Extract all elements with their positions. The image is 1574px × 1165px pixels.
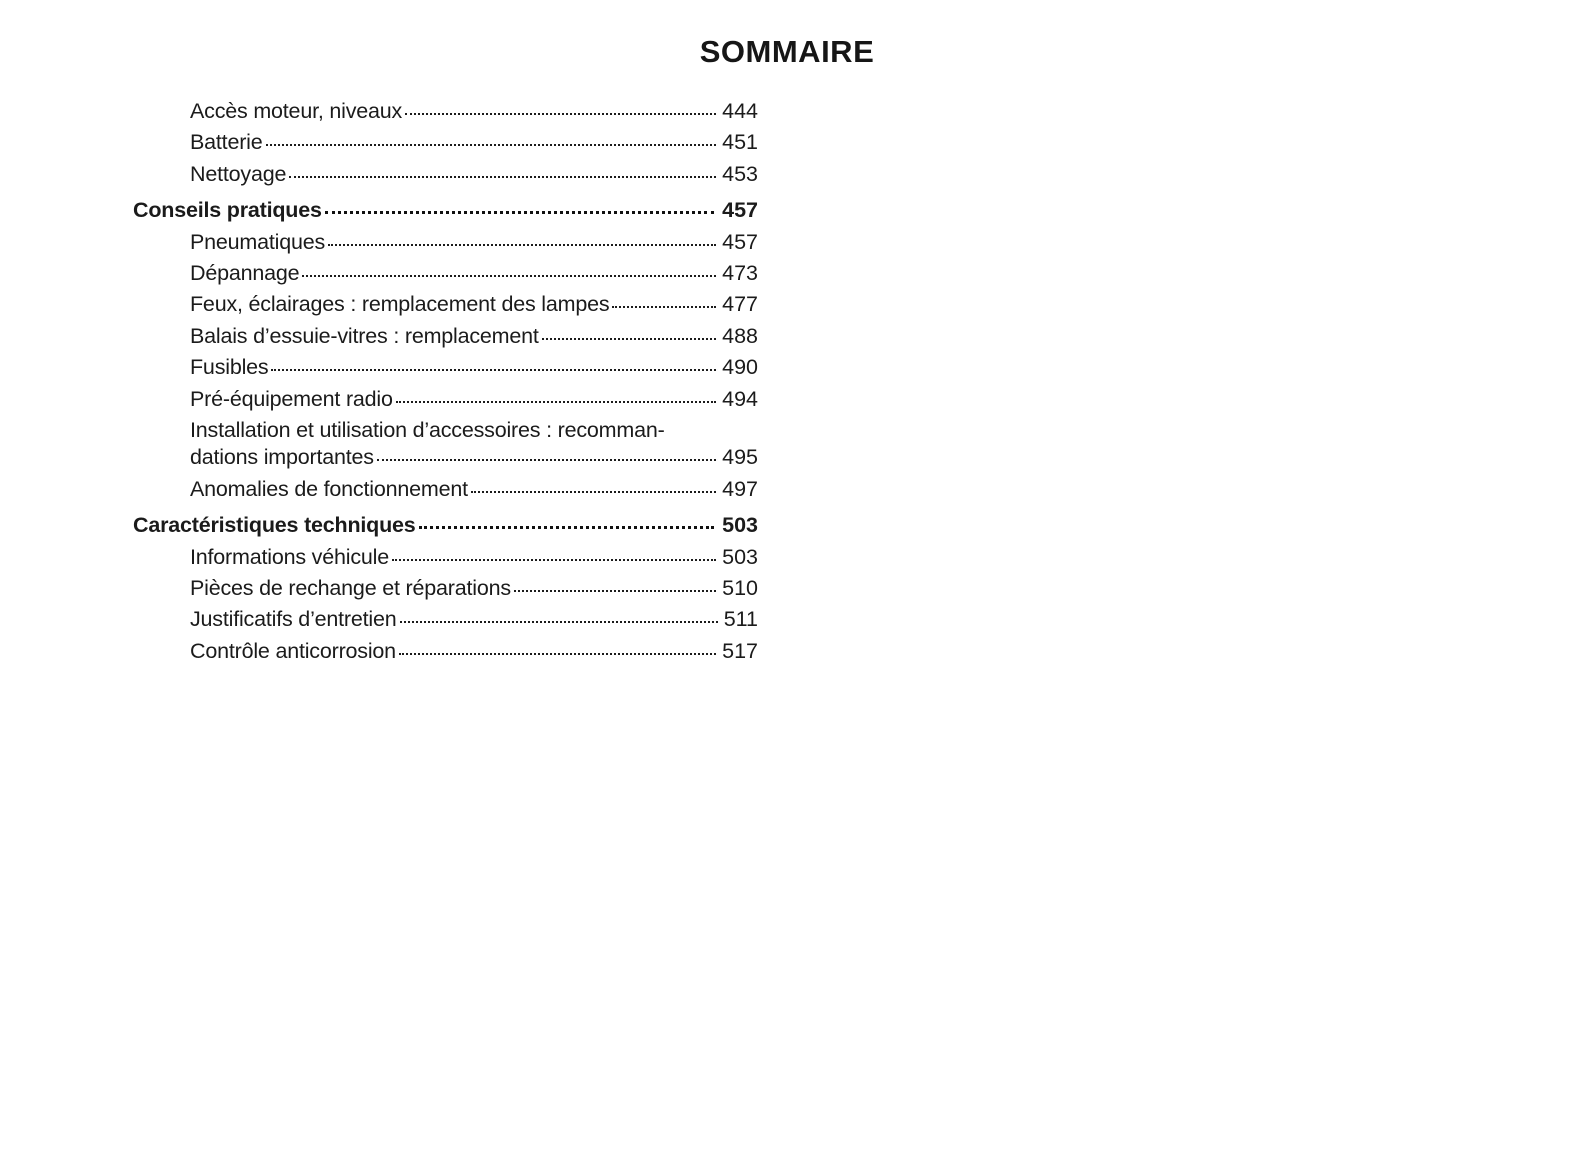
toc-page-number: 503	[722, 544, 758, 569]
toc-entry-line: Contrôle anticorrosion 517	[190, 638, 758, 672]
toc-sub-entry: Anomalies de fonctionnement 497	[133, 476, 758, 510]
toc-entry-line: Feux, éclairages : remplacement des lamp…	[190, 294, 758, 325]
table-of-contents: Accès moteur, niveaux 444 Batterie 451 Netto…	[133, 99, 758, 672]
toc-entry-line: Balais d’essuie-vitres : remplacement 488	[190, 323, 758, 357]
toc-entry-label: Anomalies de fonctionnement	[190, 476, 468, 501]
dot-leader	[470, 490, 717, 493]
toc-page-number: 453	[722, 161, 758, 186]
toc-page-number: 444	[722, 99, 758, 123]
toc-page-number: 503	[722, 513, 758, 538]
toc-entry-label: Installation et utilisation d’accessoire…	[190, 417, 665, 442]
dot-leader	[391, 558, 717, 561]
toc-sub-entry: Pièces de rechange et réparations 510	[133, 575, 758, 609]
toc-sub-entry: Accès moteur, niveaux 444	[133, 99, 758, 132]
toc-sub-entry: Contrôle anticorrosion 517	[133, 638, 758, 672]
toc-entry-label: Balais d’essuie-vitres : remplacement	[190, 323, 539, 348]
toc-sub-entry: Pneumatiques 457	[133, 229, 758, 263]
toc-page-number: 490	[722, 355, 758, 380]
toc-section-entry: Conseils pratiques 457	[133, 200, 758, 231]
toc-entry-label: Feux, éclairages : remplacement des lamp…	[190, 292, 610, 317]
toc-page-number: 497	[722, 476, 758, 501]
dot-leader	[324, 211, 715, 215]
toc-entry-line: Accès moteur, niveaux 444	[190, 99, 758, 132]
toc-sub-entry: Pré-équipement radio 494	[133, 386, 758, 420]
toc-entry-line: Conseils pratiques 457	[133, 200, 758, 231]
toc-sub-entry: Informations véhicule 503	[133, 544, 758, 578]
dot-leader	[328, 243, 717, 246]
dot-leader	[418, 526, 715, 530]
dot-leader	[265, 144, 717, 147]
toc-entry-label: Caractéristiques techniques	[133, 513, 416, 538]
toc-entry-label: Justificatifs d’entretien	[190, 607, 397, 632]
toc-entry-line: Dépannage 473	[190, 260, 758, 294]
toc-sub-entry: Justificatifs d’entretien 511	[133, 609, 758, 640]
toc-entry-line: dations importantes 495	[190, 447, 758, 478]
dot-leader	[302, 274, 717, 277]
toc-page-number: 494	[722, 386, 758, 411]
toc-page-number: 477	[722, 292, 758, 317]
toc-entry-line: Fusibles 490	[190, 357, 758, 388]
toc-entry-label: Pneumatiques	[190, 229, 326, 254]
toc-entry-line: Informations véhicule 503	[190, 544, 758, 578]
dot-leader	[395, 400, 717, 403]
toc-entry-line: Pièces de rechange et réparations 510	[190, 575, 758, 609]
toc-page-number: 457	[722, 229, 758, 254]
toc-entry-line: Batterie 451	[190, 132, 758, 163]
toc-entry-label: Contrôle anticorrosion	[190, 638, 396, 663]
toc-entry-label: Dépannage	[190, 260, 300, 285]
dot-leader	[398, 652, 717, 655]
toc-entry-label: Batterie	[190, 130, 263, 155]
toc-page-number: 473	[722, 260, 758, 285]
toc-entry-line: Justificatifs d’entretien 511	[190, 609, 758, 640]
page-title: SOMMAIRE	[699, 34, 875, 69]
toc-entry-label: Nettoyage	[190, 161, 287, 186]
dot-leader	[399, 621, 718, 624]
toc-entry-label: Pièces de rechange et réparations	[190, 575, 511, 600]
toc-entry-line: Installation et utilisation d’accessoire…	[190, 417, 758, 448]
toc-sub-entry: Batterie 451	[133, 132, 758, 163]
dot-leader	[612, 306, 717, 309]
dot-leader	[376, 459, 717, 462]
toc-section-entry: Caractéristiques techniques 503	[133, 515, 758, 546]
toc-page-number: 517	[722, 638, 758, 663]
toc-entry-label-continued: dations importantes	[190, 445, 374, 470]
toc-page-number: 488	[722, 323, 758, 348]
toc-entry-line: Anomalies de fonctionnement 497	[190, 476, 758, 510]
toc-entry-label: Fusibles	[190, 355, 269, 380]
toc-entry-label: Conseils pratiques	[133, 198, 322, 223]
toc-entry-line: Caractéristiques techniques 503	[133, 515, 758, 546]
toc-entry-line: Pneumatiques 457	[190, 229, 758, 263]
toc-page-number: 451	[722, 130, 758, 155]
dot-leader	[541, 337, 717, 340]
dot-leader	[513, 589, 717, 592]
toc-page-number: 511	[723, 607, 758, 632]
toc-sub-entry: Nettoyage 453	[133, 161, 758, 195]
toc-entry-label: Informations véhicule	[190, 544, 389, 569]
toc-sub-entry: Dépannage 473	[133, 260, 758, 294]
toc-sub-entry: Balais d’essuie-vitres : remplacement 488	[133, 323, 758, 357]
toc-page-number: 457	[722, 198, 758, 223]
dot-leader	[405, 113, 717, 115]
dot-leader	[271, 369, 717, 372]
toc-sub-entry: Fusibles 490	[133, 357, 758, 388]
toc-page-number: 510	[722, 575, 758, 600]
toc-entry-label: Accès moteur, niveaux	[190, 99, 403, 123]
toc-page-number: 495	[722, 445, 758, 470]
toc-sub-entry: Installation et utilisation d’accessoire…	[133, 417, 758, 479]
toc-entry-line: Nettoyage 453	[190, 161, 758, 195]
dot-leader	[289, 175, 717, 178]
toc-entry-label: Pré-équipement radio	[190, 386, 393, 411]
toc-sub-entry: Feux, éclairages : remplacement des lamp…	[133, 294, 758, 325]
toc-entry-line: Pré-équipement radio 494	[190, 386, 758, 420]
